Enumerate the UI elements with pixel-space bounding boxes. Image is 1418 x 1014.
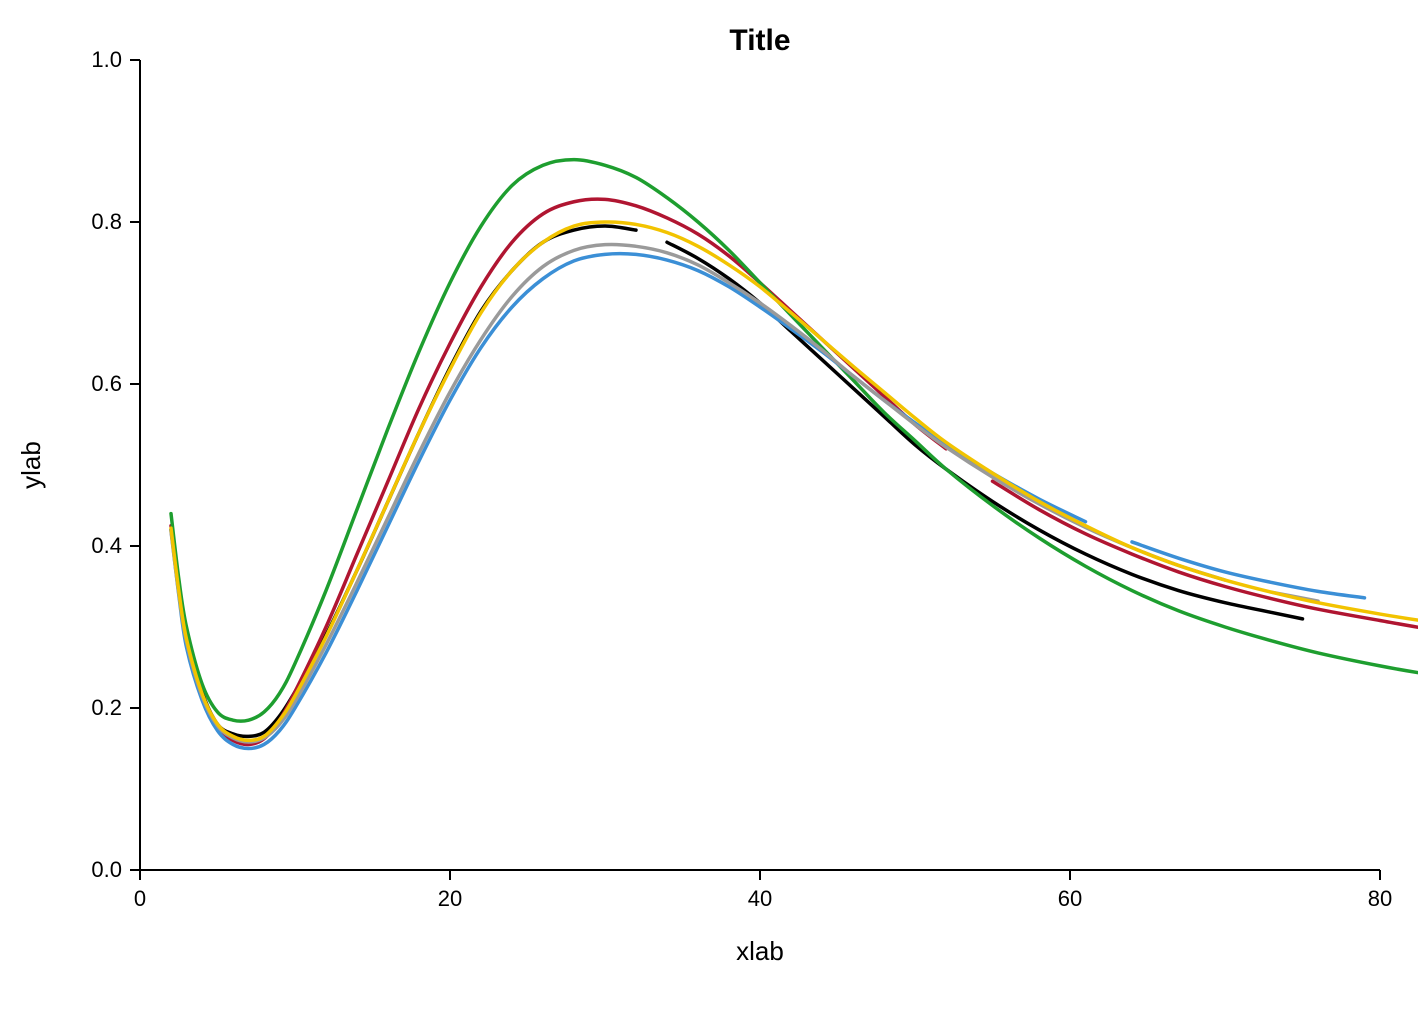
x-axis-ticks: 0 20 40 60 80 <box>134 870 1392 911</box>
chart-series-group <box>171 160 1418 749</box>
x-tick-label: 0 <box>134 886 146 911</box>
series-6 <box>171 222 1418 740</box>
y-tick-label: 0.6 <box>91 371 122 396</box>
x-tick-label: 80 <box>1368 886 1392 911</box>
x-tick-label: 60 <box>1058 886 1082 911</box>
x-tick-label: 20 <box>438 886 462 911</box>
y-tick-label: 0.2 <box>91 695 122 720</box>
chart-title: Title <box>729 24 790 57</box>
series-4 <box>1132 542 1365 598</box>
y-tick-label: 1.0 <box>91 47 122 72</box>
line-chart: Title ylab xlab 020406080 0.00.20.40.60.… <box>0 0 1418 1014</box>
y-axis-ticks: 0.0 0.2 0.4 0.6 0.8 1.0 <box>91 47 140 882</box>
series-5 <box>171 244 1225 742</box>
y-tick-label: 0.8 <box>91 209 122 234</box>
series-1 <box>667 242 1303 619</box>
series-2 <box>171 199 946 744</box>
x-tick-label: 40 <box>748 886 772 911</box>
y-tick-label: 0.4 <box>91 533 122 558</box>
series-2 <box>993 481 1418 635</box>
y-axis-title: ylab <box>16 441 46 489</box>
series-3 <box>171 160 1418 722</box>
y-tick-label: 0.0 <box>91 857 122 882</box>
x-axis-title: xlab <box>736 936 784 966</box>
